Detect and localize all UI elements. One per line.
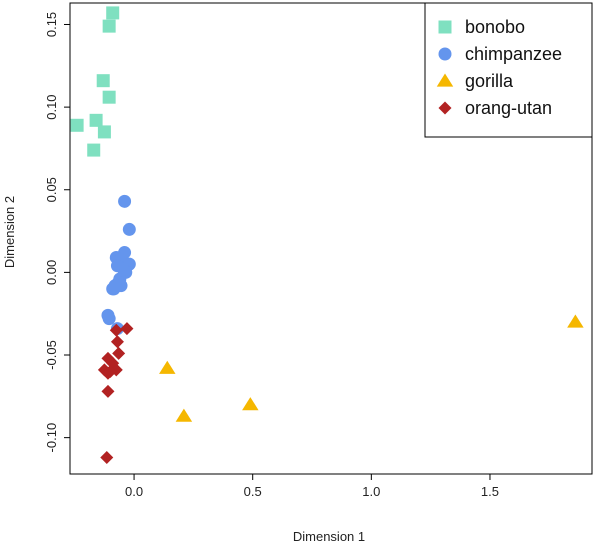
y-tick-label: -0.05 — [44, 340, 59, 370]
bonobo-point — [87, 143, 101, 157]
bonobo-point — [89, 113, 103, 127]
gorilla-point — [159, 360, 176, 374]
chimpanzee-point — [122, 222, 136, 236]
y-axis-ticks: 0.15 0.10 0.05 0.00 -0.05 -0.10 — [44, 12, 70, 453]
y-tick-label: 0.05 — [44, 177, 59, 202]
orang-utan-point — [112, 346, 126, 360]
y-tick-label: 0.15 — [44, 12, 59, 37]
orang-utan-point — [101, 384, 115, 398]
legend-box — [424, 2, 593, 138]
x-tick-label: 0.0 — [125, 484, 143, 499]
gorilla-point — [175, 408, 193, 422]
legend-item-orang-utan: orang-utan — [438, 98, 552, 118]
orang-utan-point — [100, 450, 114, 464]
x-tick-label: 0.5 — [244, 484, 262, 499]
chimpanzee-point — [102, 312, 116, 326]
bonobo-point — [70, 118, 84, 132]
plot-frame — [69, 2, 593, 475]
legend-item-chimpanzee: chimpanzee — [438, 44, 562, 64]
x-tick-label: 1.5 — [481, 484, 499, 499]
legend: bonobo chimpanzee gorilla orang-utan — [424, 2, 593, 138]
gorilla-point — [242, 397, 259, 411]
series-chimpanzee — [101, 194, 136, 336]
orang-utan-point — [110, 335, 124, 349]
y-tick-label: -0.10 — [44, 423, 59, 453]
bonobo-point — [102, 19, 116, 33]
legend-label: chimpanzee — [465, 44, 562, 64]
legend-label: bonobo — [465, 17, 525, 37]
series-orang-utan — [97, 322, 134, 464]
legend-item-gorilla: gorilla — [436, 71, 514, 91]
x-axis-title: Dimension 1 — [293, 529, 365, 544]
bonobo-point — [102, 90, 116, 104]
legend-orang-utan-icon — [438, 101, 452, 115]
chimpanzee-point — [108, 279, 122, 293]
chimpanzee-point — [118, 194, 132, 208]
bonobo-point — [106, 6, 120, 20]
series-gorilla — [159, 314, 584, 422]
orang-utan-point — [120, 322, 134, 336]
y-tick-label: 0.10 — [44, 94, 59, 119]
legend-item-bonobo: bonobo — [438, 17, 525, 37]
orang-utan-point — [109, 323, 123, 337]
bonobo-point — [96, 74, 110, 88]
y-tick-label: 0.00 — [44, 260, 59, 285]
orang-utan-point — [103, 365, 117, 379]
legend-label: orang-utan — [465, 98, 552, 118]
legend-chimpanzee-icon — [438, 47, 452, 61]
y-axis-title: Dimension 2 — [2, 196, 17, 268]
series-bonobo — [70, 6, 120, 157]
x-tick-label: 1.0 — [362, 484, 380, 499]
x-axis-ticks: 0.0 0.5 1.0 1.5 — [125, 474, 499, 499]
legend-gorilla-icon — [436, 73, 454, 87]
data-points — [70, 6, 584, 464]
legend-bonobo-icon — [438, 20, 452, 34]
legend-label: gorilla — [465, 71, 514, 91]
bonobo-point — [97, 125, 111, 139]
gorilla-point — [567, 314, 584, 328]
